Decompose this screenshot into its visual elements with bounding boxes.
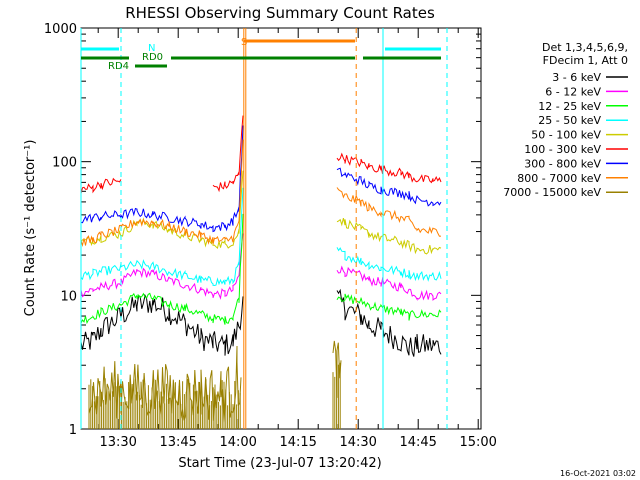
plot-area: 1 10 100 1000 13:30 13:45 14:00 14:15 14:30 14:45… <box>44 22 497 450</box>
x-tick-label: 14:45 <box>399 435 436 450</box>
status-label-s: S <box>241 37 247 48</box>
status-label-rd0: RD0 <box>142 52 163 63</box>
x-tick-label: 13:45 <box>159 435 196 450</box>
x-axis-label: Start Time (23-Jul-07 13:20:42) <box>178 456 381 471</box>
legend-title-line: FDecim 1, Att 0 <box>543 54 628 67</box>
series-7000-15000-kev-group <box>88 340 342 429</box>
legend-label-12-25-kev: 12 - 25 keV <box>538 100 601 113</box>
status-label-n: N <box>148 43 155 54</box>
series-100-300-kev <box>80 115 442 194</box>
series-6-12-kev-group <box>80 233 442 302</box>
series-12-25-kev-group <box>80 213 442 325</box>
x-tick-label: 14:15 <box>279 435 316 450</box>
legend-label-3-6-kev: 3 - 6 keV <box>552 71 601 84</box>
legend-label-7000-15000-kev: 7000 - 15000 keV <box>503 186 601 199</box>
series-12-25-kev <box>80 213 442 325</box>
legend-label-300-800-kev: 300 - 800 keV <box>524 157 601 170</box>
x-tick-label: 14:30 <box>339 435 376 450</box>
x-tick-label: 15:00 <box>459 435 496 450</box>
y-tick-label: 100 <box>52 156 77 171</box>
legend-label-800-7000-kev: 800 - 7000 keV <box>517 172 601 185</box>
legend-label-100-300-kev: 100 - 300 keV <box>524 143 601 156</box>
series-6-12-kev <box>80 233 442 302</box>
y-tick-label: 1000 <box>44 22 77 37</box>
series-3-6-kev-group <box>80 288 442 357</box>
series-50-100-kev <box>80 170 442 255</box>
y-tick-label: 1 <box>69 423 77 438</box>
y-tick-label: 10 <box>60 289 77 304</box>
chart-title: RHESSI Observing Summary Count Rates <box>125 4 435 22</box>
legend-title-line: Det 1,3,4,5,6,9, <box>542 41 628 54</box>
series-800-7000-kev-group <box>80 139 442 248</box>
series-100-300-kev-group <box>80 115 442 194</box>
series-25-50-kev-group <box>80 187 442 287</box>
series-50-100-kev-group <box>80 170 442 255</box>
legend-label-25-50-kev: 25 - 50 keV <box>538 114 601 127</box>
x-tick-label: 13:30 <box>99 435 136 450</box>
series-3-6-kev <box>80 288 442 357</box>
plot-frame <box>80 27 482 430</box>
series-800-7000-kev <box>80 139 442 248</box>
legend-label-6-12-kev: 6 - 12 keV <box>545 85 601 98</box>
series-25-50-kev <box>80 187 442 287</box>
status-label-rd4: RD4 <box>108 61 129 72</box>
legend-label-50-100-kev: 50 - 100 keV <box>531 129 601 142</box>
footer-timestamp: 16-Oct-2021 03:02 <box>560 469 636 478</box>
x-tick-label: 14:00 <box>219 435 256 450</box>
series-300-800-kev-group <box>80 125 442 233</box>
series-300-800-kev <box>80 125 442 233</box>
y-axis-label: Count Rate (s⁻¹ detector⁻¹) <box>23 140 38 317</box>
legend: Det 1,3,4,5,6,9,FDecim 1, Att 0 3 - 6 keV… <box>503 41 628 199</box>
